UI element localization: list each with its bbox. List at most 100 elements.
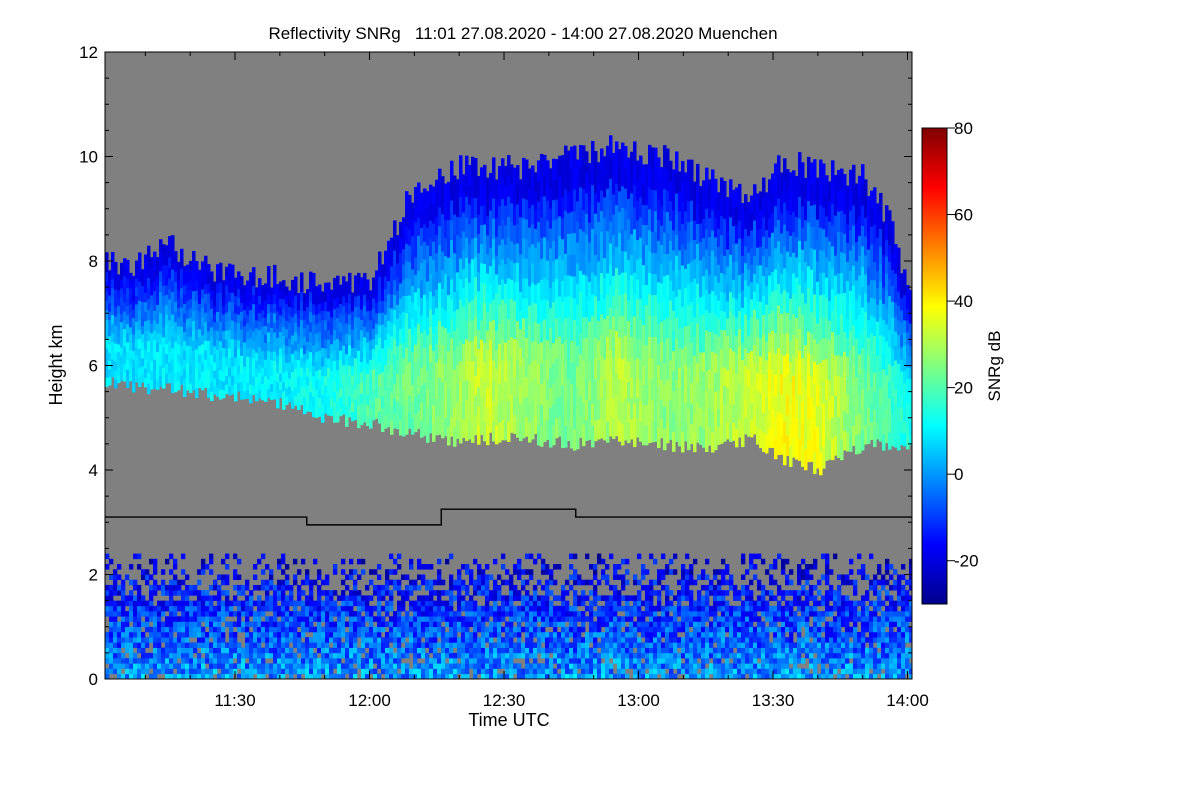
cloud-cell (171, 268, 175, 281)
noise-cell (805, 600, 810, 607)
noise-cell (865, 590, 870, 596)
cloud-cell (108, 302, 112, 312)
noise-cell (853, 631, 858, 638)
noise-cell (333, 621, 338, 628)
noise-cell (829, 584, 834, 591)
noise-cell (117, 621, 122, 628)
noise-cell (845, 642, 850, 648)
noise-cell (613, 616, 618, 622)
noise-cell (565, 605, 570, 612)
noise-cell (289, 673, 294, 679)
noise-cell (889, 631, 894, 638)
noise-cell (845, 663, 850, 669)
noise-cell (573, 626, 578, 633)
noise-cell (545, 611, 550, 617)
noise-cell (113, 642, 118, 648)
noise-cell (317, 642, 322, 648)
noise-cell (457, 584, 462, 591)
noise-cell (501, 663, 506, 669)
cloud-cell (348, 324, 352, 336)
noise-cell (257, 626, 262, 633)
noise-cell (553, 647, 558, 654)
cloud-cell (291, 334, 295, 345)
noise-cell (273, 658, 278, 664)
noise-cell (729, 652, 734, 659)
cloud-cell (117, 305, 121, 314)
noise-cell (525, 605, 530, 612)
noise-cell (877, 616, 882, 622)
noise-cell (521, 668, 526, 675)
noise-cell (565, 600, 570, 607)
cloud-cell (288, 385, 292, 395)
noise-cell (325, 673, 330, 679)
noise-cell (633, 673, 638, 679)
noise-cell (581, 621, 586, 628)
noise-cell (717, 637, 722, 643)
cloud-cell (225, 357, 229, 367)
noise-cell (317, 658, 322, 664)
noise-cell (845, 631, 850, 638)
noise-cell (597, 668, 602, 675)
cloud-cell (168, 277, 172, 289)
noise-cell (825, 673, 830, 679)
noise-cell (253, 637, 258, 643)
noise-cell (813, 621, 818, 628)
cloud-cell (294, 313, 298, 324)
cloud-cell (129, 319, 133, 328)
noise-cell (365, 605, 370, 612)
noise-cell (533, 658, 538, 664)
noise-cell (445, 621, 450, 628)
noise-cell (845, 616, 850, 622)
cloud-cell (240, 390, 244, 400)
cloud-cell (198, 337, 202, 347)
noise-cell (385, 621, 390, 628)
noise-cell (421, 647, 426, 654)
noise-cell (213, 637, 218, 643)
noise-cell (333, 663, 338, 669)
cloud-cell (363, 368, 367, 380)
cloud-cell (399, 374, 403, 390)
noise-cell (145, 574, 150, 581)
noise-cell (529, 631, 534, 638)
noise-cell (609, 605, 614, 612)
noise-cell (817, 621, 822, 628)
noise-cell (805, 595, 810, 601)
noise-cell (661, 569, 666, 575)
noise-cell (525, 553, 530, 560)
noise-cell (677, 663, 682, 669)
cloud-cell (369, 378, 373, 390)
cloud-cell (375, 312, 379, 324)
cloud-cell (252, 376, 256, 386)
noise-cell (813, 668, 818, 675)
noise-cell (617, 652, 622, 659)
noise-cell (905, 611, 910, 617)
noise-cell (721, 668, 726, 675)
noise-cell (833, 631, 838, 638)
noise-cell (377, 564, 382, 570)
noise-cell (649, 663, 654, 669)
noise-cell (109, 584, 114, 591)
cloud-cell (399, 343, 403, 360)
noise-cell (109, 621, 114, 628)
noise-cell (809, 658, 814, 664)
cloud-cell (153, 280, 157, 292)
noise-cell (741, 558, 746, 565)
noise-cell (537, 673, 542, 679)
cloud-cell (144, 301, 148, 312)
noise-cell (517, 647, 522, 654)
cloud-cell (309, 381, 313, 393)
cloud-cell (372, 358, 376, 370)
noise-cell (133, 626, 138, 633)
noise-cell (273, 637, 278, 643)
cloud-cell (345, 312, 349, 324)
noise-cell (525, 626, 530, 633)
noise-cell (241, 611, 246, 617)
cloud-cell (180, 287, 184, 298)
noise-cell (669, 637, 674, 643)
noise-cell (217, 616, 222, 622)
noise-cell (661, 574, 666, 581)
noise-cell (729, 626, 734, 633)
noise-cell (465, 616, 470, 622)
noise-cell (837, 637, 842, 643)
noise-cell (277, 626, 282, 633)
